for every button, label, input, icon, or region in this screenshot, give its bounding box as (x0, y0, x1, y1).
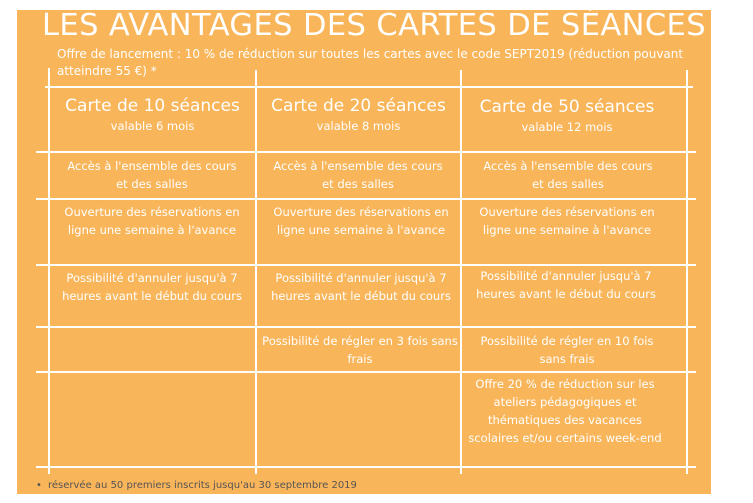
grid-line (36, 264, 696, 266)
card-validity: valable 6 mois (110, 119, 195, 133)
bullet-icon: • (36, 480, 42, 491)
launch-offer-text: Offre de lancement : 10 % de réduction s… (57, 47, 684, 78)
grid-line (36, 198, 696, 200)
grid-line (460, 70, 462, 474)
offer-card (17, 10, 711, 494)
grid-line (48, 68, 50, 474)
benefit-cell: Possibilité d'annuler jusqu'à 7 heures a… (62, 271, 242, 303)
grid-line (36, 326, 696, 328)
card-header-50: Carte de 50 séances valable 12 mois (462, 95, 672, 135)
card-validity: valable 12 mois (521, 120, 613, 134)
grid-line (36, 466, 696, 468)
grid-line (36, 151, 696, 153)
grid-line (255, 70, 257, 474)
grid-line (36, 371, 696, 373)
page-title: LES AVANTAGES DES CARTES DE SÉANCES (42, 8, 706, 43)
grid-line (686, 70, 688, 474)
card-title: Carte de 50 séances (479, 97, 655, 117)
card-header-10: Carte de 10 séances valable 6 mois (50, 94, 255, 134)
footnote-text: réservée au 50 premiers inscrits jusqu'a… (48, 480, 357, 491)
benefit-cell: Ouverture des réservations en ligne une … (64, 205, 240, 237)
benefit-cell: Possibilité d'annuler jusqu'à 7 heures a… (271, 271, 451, 303)
benefit-cell: Ouverture des réservations en ligne une … (479, 205, 655, 237)
card-title: Carte de 20 séances (271, 96, 446, 116)
card-validity: valable 8 mois (316, 119, 401, 133)
card-title: Carte de 10 séances (65, 96, 240, 116)
benefit-cell: Ouverture des réservations en ligne une … (273, 205, 449, 237)
benefit-cell: Possibilité de régler en 10 fois sans fr… (480, 334, 654, 366)
footnote: • réservée au 50 premiers inscrits jusqu'… (36, 480, 357, 491)
benefit-cell: Offre 20 % de réduction sur les ateliers… (468, 377, 662, 445)
benefit-cell: Possibilité d'annuler jusqu'à 7 heures a… (476, 269, 656, 301)
benefit-cell: Accès à l'ensemble des cours et des sall… (273, 159, 443, 191)
card-header-20: Carte de 20 séances valable 8 mois (257, 94, 460, 134)
benefit-cell: Accès à l'ensemble des cours et des sall… (483, 159, 653, 191)
grid-line (45, 86, 693, 88)
benefit-cell: Possibilité de régler en 3 fois sans fra… (262, 334, 458, 366)
benefit-cell: Accès à l'ensemble des cours et des sall… (67, 159, 237, 191)
